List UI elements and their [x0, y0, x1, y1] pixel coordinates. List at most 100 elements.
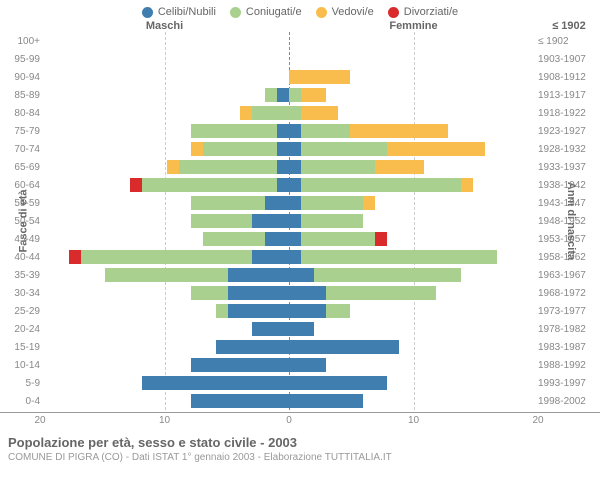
bar-male — [44, 52, 289, 66]
age-row: 55-591943-1947 — [0, 194, 600, 212]
year-label: 1948-1952 — [534, 216, 600, 227]
bar-female — [289, 394, 534, 408]
bar-female — [289, 160, 534, 174]
age-label: 70-74 — [0, 144, 44, 155]
bar-segment — [265, 232, 290, 246]
chart-title: Popolazione per età, sesso e stato civil… — [8, 435, 592, 450]
bar-area — [44, 304, 534, 318]
bar-segment — [191, 142, 203, 156]
bar-female — [289, 250, 534, 264]
bar-segment — [277, 88, 289, 102]
year-label: 1998-2002 — [534, 396, 600, 407]
bar-female — [289, 268, 534, 282]
bar-female — [289, 232, 534, 246]
legend-label: Vedovi/e — [332, 6, 374, 18]
bar-female — [289, 214, 534, 228]
age-row: 35-391963-1967 — [0, 266, 600, 284]
year-label: 1958-1962 — [534, 252, 600, 263]
bar-segment — [289, 196, 301, 210]
year-label: 1938-1942 — [534, 180, 600, 191]
legend-swatch — [388, 7, 399, 18]
bar-male — [44, 70, 289, 84]
bar-area — [44, 178, 534, 192]
bar-segment — [69, 250, 81, 264]
year-label: 1918-1922 — [534, 108, 600, 119]
year-label: 1903-1907 — [534, 54, 600, 65]
bar-segment — [301, 88, 326, 102]
bar-female — [289, 304, 534, 318]
bar-segment — [277, 142, 289, 156]
year-label: 1933-1937 — [534, 162, 600, 173]
age-row: 80-84 1918-1922 — [0, 104, 600, 122]
age-label: 35-39 — [0, 270, 44, 281]
bar-segment — [167, 160, 179, 174]
age-label: 80-84 — [0, 108, 44, 119]
bar-segment — [301, 214, 362, 228]
age-label: 50-54 — [0, 216, 44, 227]
age-label: 10-14 — [0, 360, 44, 371]
x-tick: 20 — [34, 415, 45, 426]
age-label: 60-64 — [0, 180, 44, 191]
bar-male — [44, 322, 289, 336]
bar-segment — [240, 106, 252, 120]
bar-segment — [252, 106, 289, 120]
header-male: Maschi — [40, 20, 289, 32]
header-female: Femmine — [289, 20, 538, 32]
legend-label: Coniugati/e — [246, 6, 302, 18]
bar-segment — [191, 196, 265, 210]
bar-male — [44, 196, 289, 210]
year-label: ≤ 1902 — [534, 36, 600, 47]
bar-segment — [289, 250, 301, 264]
bar-segment — [289, 358, 326, 372]
age-row: 45-491953-1957 — [0, 230, 600, 248]
bar-area — [44, 286, 534, 300]
bar-segment — [179, 160, 277, 174]
bar-segment — [191, 214, 252, 228]
x-tick: 10 — [408, 415, 419, 426]
bar-segment — [350, 124, 448, 138]
bar-segment — [461, 178, 473, 192]
legend: Celibi/NubiliConiugati/eVedovi/eDivorzia… — [0, 0, 600, 20]
bar-segment — [216, 340, 290, 354]
bar-segment — [277, 178, 289, 192]
bar-male — [44, 88, 289, 102]
bar-female — [289, 142, 534, 156]
bar-male — [44, 358, 289, 372]
header-birth: ≤ 1902 — [538, 20, 600, 32]
bar-segment — [289, 214, 301, 228]
bar-female — [289, 340, 534, 354]
age-label: 55-59 — [0, 198, 44, 209]
bar-female — [289, 34, 534, 48]
bar-segment — [252, 322, 289, 336]
plot-area: Fasce di età Anni di nascita 100+≤ 19029… — [0, 32, 600, 410]
bar-female — [289, 196, 534, 210]
age-label: 85-89 — [0, 90, 44, 101]
age-label: 25-29 — [0, 306, 44, 317]
bar-segment — [289, 322, 314, 336]
age-row: 90-941908-1912 — [0, 68, 600, 86]
bar-segment — [301, 178, 460, 192]
age-row: 20-241978-1982 — [0, 320, 600, 338]
chart-subtitle: COMUNE DI PIGRA (CO) - Dati ISTAT 1° gen… — [8, 452, 592, 463]
bar-male — [44, 304, 289, 318]
bar-segment — [252, 214, 289, 228]
bar-area — [44, 34, 534, 48]
bar-segment — [289, 268, 314, 282]
bar-female — [289, 106, 534, 120]
bar-segment — [142, 178, 277, 192]
bar-segment — [252, 250, 289, 264]
bar-segment — [289, 394, 363, 408]
bar-segment — [301, 124, 350, 138]
year-label: 1973-1977 — [534, 306, 600, 317]
bar-segment — [265, 88, 277, 102]
x-tick: 10 — [159, 415, 170, 426]
year-label: 1968-1972 — [534, 288, 600, 299]
age-row: 40-441958-1962 — [0, 248, 600, 266]
bar-segment — [301, 106, 338, 120]
age-row: 50-54 1948-1952 — [0, 212, 600, 230]
bar-segment — [314, 268, 461, 282]
bar-area — [44, 358, 534, 372]
age-row: 75-791923-1927 — [0, 122, 600, 140]
x-tick: 20 — [532, 415, 543, 426]
year-label: 1913-1917 — [534, 90, 600, 101]
